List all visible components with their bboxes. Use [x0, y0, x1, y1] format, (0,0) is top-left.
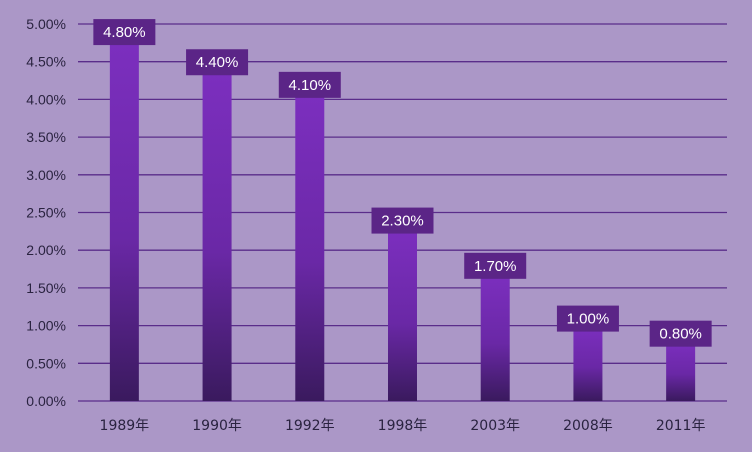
- data-label: 4.40%: [196, 54, 239, 71]
- data-label-box: [93, 19, 156, 46]
- x-category-label: 2008年: [563, 418, 613, 434]
- data-label-box: [649, 320, 712, 347]
- data-labels: 4.80% 4.40% 4.10% 2.30% 1.70% 1.00% 0.80%: [93, 19, 712, 347]
- data-label: 4.80%: [103, 24, 146, 41]
- x-category-label: 1990年: [192, 418, 242, 434]
- data-label-box: [371, 207, 434, 234]
- y-tick-label: 3.50%: [26, 129, 66, 145]
- bars: [109, 39, 696, 402]
- y-tick-label: 1.00%: [26, 318, 66, 334]
- data-label-box: [278, 71, 341, 98]
- y-tick-label: 1.50%: [26, 280, 66, 296]
- x-axis-category-labels: 1989年 1990年 1992年 1998年 2003年 2008年 2011年: [100, 418, 706, 434]
- y-tick-label: 2.50%: [26, 205, 66, 221]
- bar: [109, 39, 139, 401]
- y-tick-label: 0.00%: [26, 393, 66, 409]
- y-tick-label: 4.00%: [26, 91, 66, 107]
- bar: [295, 91, 325, 402]
- x-category-label: 2011年: [656, 418, 706, 434]
- y-tick-label: 3.00%: [26, 167, 66, 183]
- bar: [666, 340, 696, 401]
- bar: [388, 227, 417, 401]
- x-category-label: 1998年: [378, 418, 428, 434]
- data-label: 2.30%: [381, 213, 424, 230]
- data-label: 1.70%: [474, 258, 517, 275]
- y-axis-tick-labels: 0.00% 0.50% 1.00% 1.50% 2.00% 2.50% 3.00% 3.50%…: [26, 16, 66, 409]
- data-label: 1.00%: [567, 311, 610, 328]
- y-tick-label: 5.00%: [26, 16, 66, 32]
- y-tick-label: 2.00%: [26, 242, 66, 258]
- bar: [573, 325, 603, 401]
- bar: [480, 272, 510, 401]
- data-label-box: [464, 252, 527, 279]
- data-label-box: [556, 305, 619, 332]
- data-label-box: [186, 49, 249, 76]
- x-category-label: 1992年: [285, 418, 335, 434]
- x-category-label: 1989年: [100, 418, 150, 434]
- data-label: 0.80%: [659, 326, 702, 343]
- data-label: 4.10%: [289, 77, 332, 94]
- y-tick-label: 0.50%: [26, 355, 66, 371]
- bar: [202, 69, 232, 402]
- x-category-label: 2003年: [470, 418, 520, 434]
- y-tick-label: 4.50%: [26, 54, 66, 70]
